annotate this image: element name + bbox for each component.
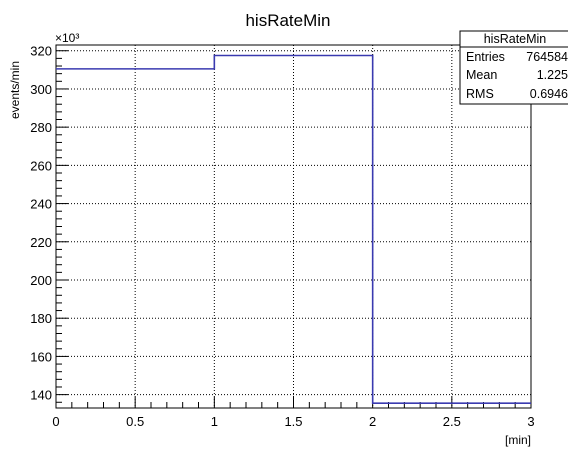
stats-box-title: hisRateMin <box>484 32 547 46</box>
y-tick-label: 180 <box>30 311 52 326</box>
y-axis-label: events/min <box>8 61 22 119</box>
y-axis-multiplier: ×10³ <box>55 31 79 45</box>
y-tick-label: 260 <box>30 158 52 173</box>
x-tick-label: 2.5 <box>443 414 461 429</box>
stats-box: hisRateMin Entries 764584 Mean 1.225 RMS… <box>459 30 568 105</box>
x-tick-label: 0.5 <box>126 414 144 429</box>
y-tick-label: 160 <box>30 349 52 364</box>
histogram-series <box>56 54 531 405</box>
stats-mean-label: Mean <box>466 68 497 82</box>
x-tick-label: 1 <box>211 414 218 429</box>
y-tick-label: 220 <box>30 235 52 250</box>
stats-box-frame <box>459 30 568 105</box>
chart-title: hisRateMin <box>245 11 330 30</box>
stats-rms-label: RMS <box>466 87 494 101</box>
axes: 0 0.5 1 1.5 2 2.5 3 140 160 180 200 220 240 260 280 300… <box>30 44 534 429</box>
x-tick-label: 3 <box>527 414 534 429</box>
x-axis-label: [min] <box>505 433 531 447</box>
y-tick-label: 240 <box>30 197 52 212</box>
y-tick-label: 140 <box>30 388 52 403</box>
stats-mean-value: 1.225 <box>537 68 568 82</box>
y-tick-label: 300 <box>30 82 52 97</box>
y-tick-label: 200 <box>30 273 52 288</box>
stats-rms-value: 0.6946 <box>530 87 568 101</box>
stats-entries-value: 764584 <box>526 50 568 64</box>
x-tick-label: 0 <box>52 414 59 429</box>
x-tick-label: 1.5 <box>284 414 302 429</box>
x-tick-label: 2 <box>369 414 376 429</box>
y-tick-label: 320 <box>30 44 52 59</box>
y-tick-label: 280 <box>30 120 52 135</box>
histogram-step-line <box>56 54 531 405</box>
stats-entries-label: Entries <box>466 50 505 64</box>
